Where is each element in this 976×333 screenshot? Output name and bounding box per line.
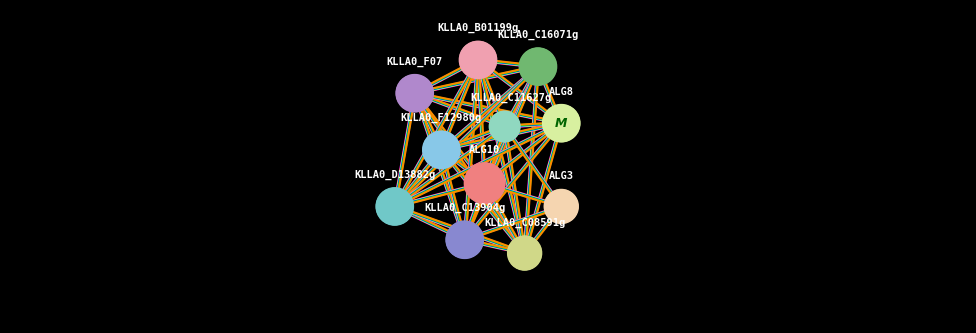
- Circle shape: [545, 190, 578, 223]
- Text: KLLA0_C13904g: KLLA0_C13904g: [424, 203, 506, 213]
- Circle shape: [446, 221, 483, 258]
- Circle shape: [519, 48, 556, 85]
- Text: KLLA0_C11627g: KLLA0_C11627g: [470, 93, 552, 103]
- Circle shape: [490, 112, 519, 142]
- Circle shape: [508, 236, 542, 270]
- Circle shape: [460, 42, 497, 78]
- Text: ALG3: ALG3: [549, 171, 574, 181]
- Text: KLLA0_F07: KLLA0_F07: [386, 56, 443, 67]
- Text: KLLA0_D13882g: KLLA0_D13882g: [354, 169, 435, 180]
- Text: ALG10: ALG10: [469, 145, 501, 155]
- Circle shape: [423, 132, 460, 168]
- Circle shape: [465, 163, 505, 203]
- Text: KLLA0_C16071g: KLLA0_C16071g: [498, 30, 579, 40]
- Text: M: M: [555, 117, 567, 130]
- Circle shape: [543, 105, 580, 142]
- Text: KLLA0_F12980g: KLLA0_F12980g: [401, 113, 482, 123]
- Text: ALG8: ALG8: [549, 87, 574, 97]
- Circle shape: [396, 75, 433, 112]
- Text: KLLA0_C08591g: KLLA0_C08591g: [484, 218, 565, 228]
- Circle shape: [377, 188, 413, 225]
- Text: KLLA0_B01199g: KLLA0_B01199g: [437, 23, 518, 33]
